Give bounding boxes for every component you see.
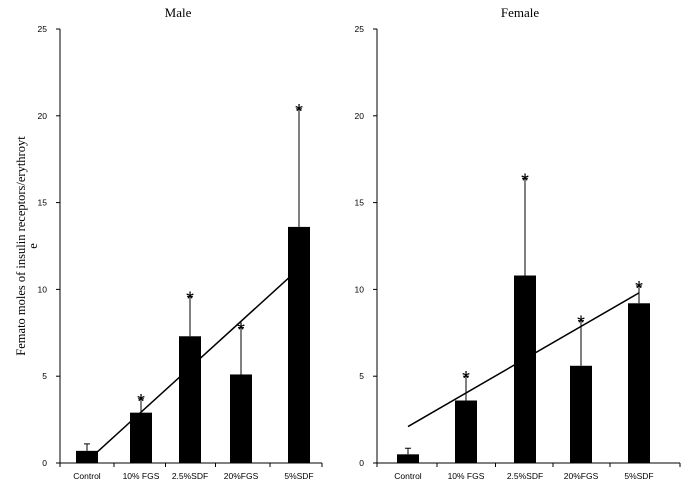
significance-star: * xyxy=(295,101,303,123)
category-label: 2.5%SDF xyxy=(172,471,208,481)
category-label: Control xyxy=(73,471,101,481)
category-label: 20%FGS xyxy=(224,471,259,481)
y-tick-label: 0 xyxy=(359,458,364,468)
y-tick-label: 25 xyxy=(355,24,365,34)
bar xyxy=(570,365,592,463)
significance-star: * xyxy=(577,313,585,335)
significance-star: * xyxy=(635,278,643,300)
trend-line xyxy=(407,292,640,428)
bar xyxy=(514,275,536,463)
y-tick-label: 5 xyxy=(42,371,47,381)
significance-star: * xyxy=(521,170,529,192)
panel-title: Female xyxy=(501,5,539,20)
y-tick-label: 15 xyxy=(38,198,48,208)
female-panel: Female 0 5 10 15 20 25 Control * 10% FGS * 2.5%SDF *… xyxy=(355,5,681,481)
trend-line xyxy=(86,268,300,462)
y-axis-label: Femato moles of insulin receptors/erythr… xyxy=(14,136,28,356)
significance-star: * xyxy=(237,320,245,342)
panel-title: Male xyxy=(165,5,192,20)
significance-star: * xyxy=(462,368,470,390)
y-axis-label-wrap: e xyxy=(26,243,40,249)
category-label: Control xyxy=(394,471,422,481)
category-label: 20%FGS xyxy=(564,471,599,481)
y-tick-label: 10 xyxy=(38,284,48,294)
y-tick-label: 0 xyxy=(42,458,47,468)
category-label: 5%SDF xyxy=(284,471,313,481)
category-label: 5%SDF xyxy=(624,471,653,481)
category-label: 2.5%SDF xyxy=(507,471,543,481)
bar xyxy=(397,454,419,463)
significance-star: * xyxy=(137,391,145,413)
bar xyxy=(230,374,252,463)
significance-star: * xyxy=(186,288,194,310)
y-tick-label: 20 xyxy=(355,111,365,121)
bar xyxy=(628,303,650,463)
category-label: 10% FGS xyxy=(448,471,485,481)
y-tick-label: 10 xyxy=(355,284,365,294)
y-tick-label: 25 xyxy=(38,24,48,34)
bar xyxy=(179,336,201,463)
y-tick-label: 20 xyxy=(38,111,48,121)
y-tick-label: 5 xyxy=(359,371,364,381)
y-tick-label: 15 xyxy=(355,198,365,208)
bar xyxy=(76,450,98,463)
bar xyxy=(288,226,310,463)
bar xyxy=(455,400,477,463)
male-panel: Male 0 5 10 15 20 25 Control * 10% FGS * 2.5%SDF * 20… xyxy=(38,5,323,481)
bar xyxy=(130,412,152,463)
category-label: 10% FGS xyxy=(123,471,160,481)
